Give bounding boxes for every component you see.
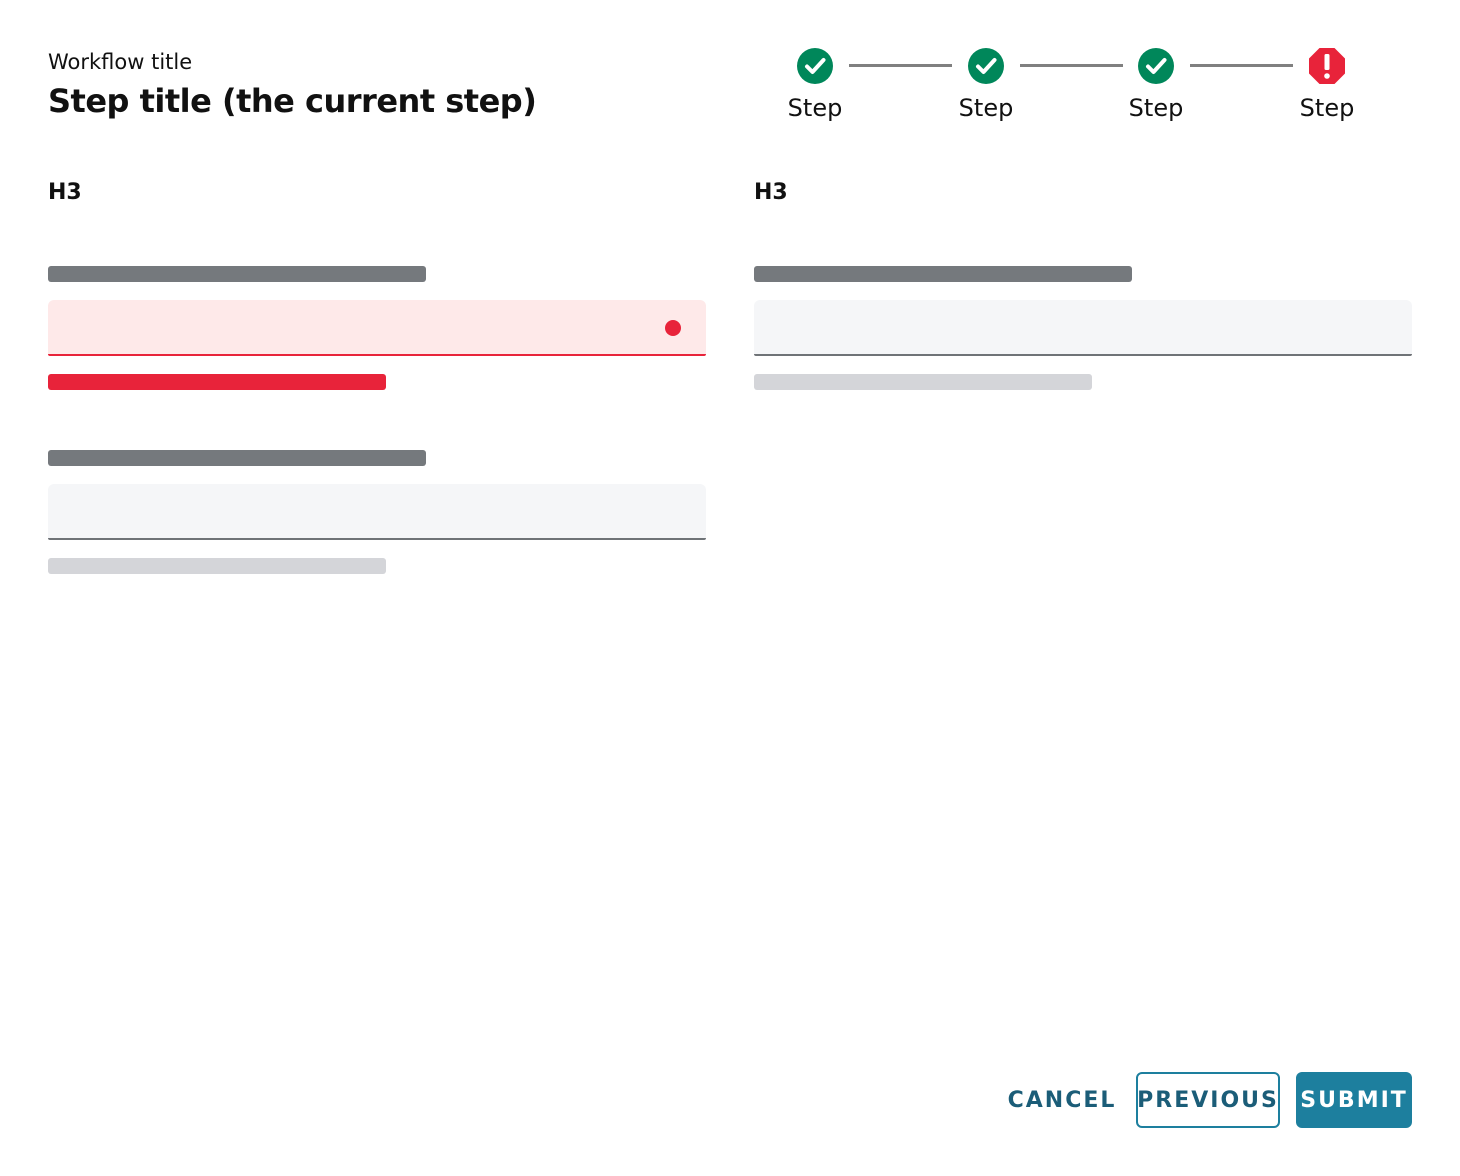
- error-indicator-icon: [665, 320, 681, 336]
- section-heading: H3: [48, 180, 82, 205]
- cancel-button[interactable]: CANCEL: [1007, 1087, 1117, 1113]
- step-label: Step: [958, 94, 1014, 122]
- field-label-placeholder: [48, 450, 426, 466]
- step-label: Step: [1299, 94, 1355, 122]
- text-field-error[interactable]: [48, 300, 706, 356]
- step-connector: [849, 64, 952, 67]
- page-title: Step title (the current step): [48, 82, 537, 120]
- field-label-placeholder: [754, 266, 1132, 282]
- helper-text-placeholder: [48, 558, 386, 574]
- step-connector: [1020, 64, 1123, 67]
- step-2[interactable]: Step: [936, 48, 1036, 122]
- submit-button[interactable]: SUBMIT: [1296, 1072, 1412, 1128]
- step-1[interactable]: Step: [765, 48, 865, 122]
- check-circle-icon: [968, 48, 1004, 84]
- step-connector: [1190, 64, 1293, 67]
- text-field[interactable]: [754, 300, 1412, 356]
- workflow-title: Workflow title: [48, 50, 193, 74]
- check-circle-icon: [797, 48, 833, 84]
- helper-text-placeholder: [754, 374, 1092, 390]
- error-message-placeholder: [48, 374, 386, 390]
- text-field[interactable]: [48, 484, 706, 540]
- field-label-placeholder: [48, 266, 426, 282]
- step-3[interactable]: Step: [1106, 48, 1206, 122]
- error-octagon-icon: [1309, 48, 1345, 84]
- step-label: Step: [787, 94, 843, 122]
- step-4[interactable]: Step: [1277, 48, 1377, 122]
- step-label: Step: [1128, 94, 1184, 122]
- section-heading: H3: [754, 180, 788, 205]
- previous-button[interactable]: PREVIOUS: [1136, 1072, 1280, 1128]
- check-circle-icon: [1138, 48, 1174, 84]
